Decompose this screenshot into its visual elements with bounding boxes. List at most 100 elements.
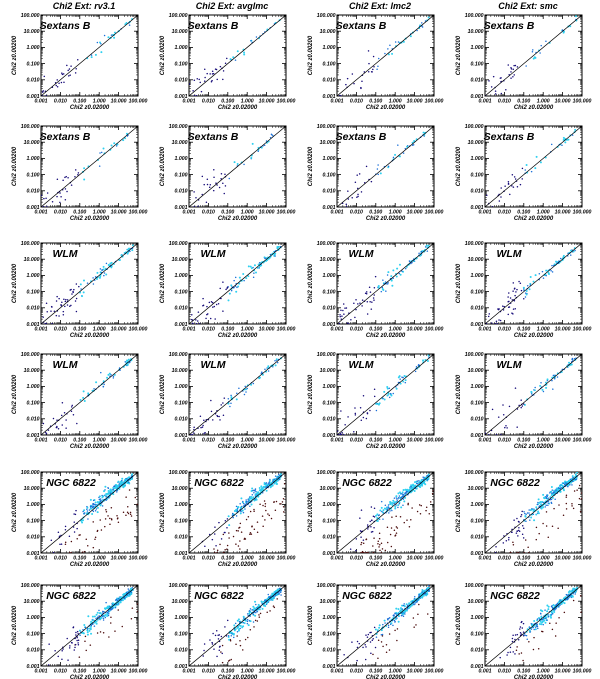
scatter-points <box>50 473 138 553</box>
y-axis-label: Chi2 z0.00200 <box>160 35 166 75</box>
data-point <box>56 178 59 180</box>
data-point <box>107 36 110 39</box>
data-point <box>93 388 95 390</box>
data-point <box>494 322 497 324</box>
data-point <box>100 42 102 45</box>
y-tick-label: 0.010 <box>27 306 40 312</box>
data-point <box>497 416 500 418</box>
data-point <box>196 77 198 80</box>
data-point <box>353 82 355 85</box>
data-point <box>109 490 112 493</box>
data-point <box>52 417 55 420</box>
data-point <box>222 310 224 312</box>
data-point <box>125 132 128 135</box>
data-point <box>75 509 77 512</box>
data-point <box>229 405 231 408</box>
y-tick-label: 100.000 <box>465 241 484 247</box>
data-point <box>369 301 371 303</box>
data-point <box>55 314 58 317</box>
data-point <box>203 80 206 82</box>
data-point <box>564 141 567 144</box>
data-point <box>70 288 72 291</box>
data-point <box>99 152 101 154</box>
x-axis-label: Chi2 z0.02000 <box>366 105 406 111</box>
galaxy-label: WLM <box>200 359 225 371</box>
data-point <box>233 161 236 164</box>
data-point <box>128 247 131 250</box>
data-point <box>426 250 429 252</box>
data-point <box>491 408 494 411</box>
data-point <box>387 281 389 284</box>
data-point <box>395 387 398 390</box>
data-point <box>76 527 78 530</box>
data-point <box>46 205 48 207</box>
data-point <box>227 398 230 400</box>
y-tick-label: 0.010 <box>27 189 40 195</box>
data-point <box>243 51 246 54</box>
data-point <box>375 409 378 412</box>
data-point <box>511 174 514 176</box>
x-tick-label: 100.000 <box>425 438 444 444</box>
data-point <box>91 505 93 508</box>
data-point <box>77 172 80 174</box>
data-point <box>534 386 536 389</box>
x-tick-label: 0.100 <box>221 327 234 333</box>
data-point <box>105 262 108 265</box>
data-point <box>571 134 574 136</box>
data-point <box>110 519 113 521</box>
data-point <box>345 83 347 86</box>
data-point <box>366 301 369 303</box>
data-point <box>72 290 74 293</box>
data-point <box>113 36 116 39</box>
data-point <box>424 246 427 248</box>
data-point <box>68 551 71 553</box>
data-point <box>74 300 77 302</box>
data-point <box>427 16 430 19</box>
data-point <box>238 387 240 390</box>
data-point <box>87 392 90 395</box>
data-point <box>360 86 362 89</box>
data-point <box>398 272 400 275</box>
y-tick-label: 0.100 <box>323 289 336 295</box>
x-tick-label: 100.000 <box>129 99 148 105</box>
data-point <box>373 388 376 391</box>
data-point <box>77 58 79 61</box>
data-point <box>238 276 241 279</box>
data-point <box>110 144 113 147</box>
y-axis-label: Chi2 z0.00200 <box>160 263 166 303</box>
data-point <box>524 292 527 294</box>
data-point <box>376 68 378 71</box>
data-point <box>127 481 130 483</box>
data-point <box>210 399 212 402</box>
data-point <box>82 510 84 513</box>
y-tick-label: 0.100 <box>27 518 40 524</box>
data-point <box>82 291 85 294</box>
y-tick-label: 1.000 <box>175 45 188 51</box>
one-to-one-line <box>337 126 434 207</box>
x-tick-label: 0.010 <box>498 210 511 216</box>
data-point <box>347 198 350 200</box>
data-point <box>216 78 218 81</box>
data-point <box>354 414 357 416</box>
data-point <box>222 78 224 81</box>
y-tick-label: 0.010 <box>323 306 336 312</box>
data-point <box>353 431 355 433</box>
data-point <box>202 304 205 306</box>
data-point <box>512 76 514 78</box>
one-to-one-line <box>189 15 286 96</box>
data-point <box>55 84 57 87</box>
data-point <box>399 273 402 276</box>
data-point <box>203 419 205 421</box>
data-point <box>93 503 95 505</box>
panel-r3-c1: 0.001 0.010 0.100 1.000 10.000 100.0000.0010.… <box>12 241 147 339</box>
y-tick-label: 0.001 <box>323 205 336 211</box>
y-tick-label: 1.000 <box>323 45 336 51</box>
data-point <box>386 274 389 276</box>
x-tick-label: 0.010 <box>350 99 363 105</box>
data-point <box>218 415 220 418</box>
data-point <box>101 496 104 499</box>
galaxy-label: NGC 6822 <box>46 477 96 489</box>
data-point <box>504 185 506 187</box>
data-point <box>512 290 514 292</box>
data-point <box>75 297 78 300</box>
